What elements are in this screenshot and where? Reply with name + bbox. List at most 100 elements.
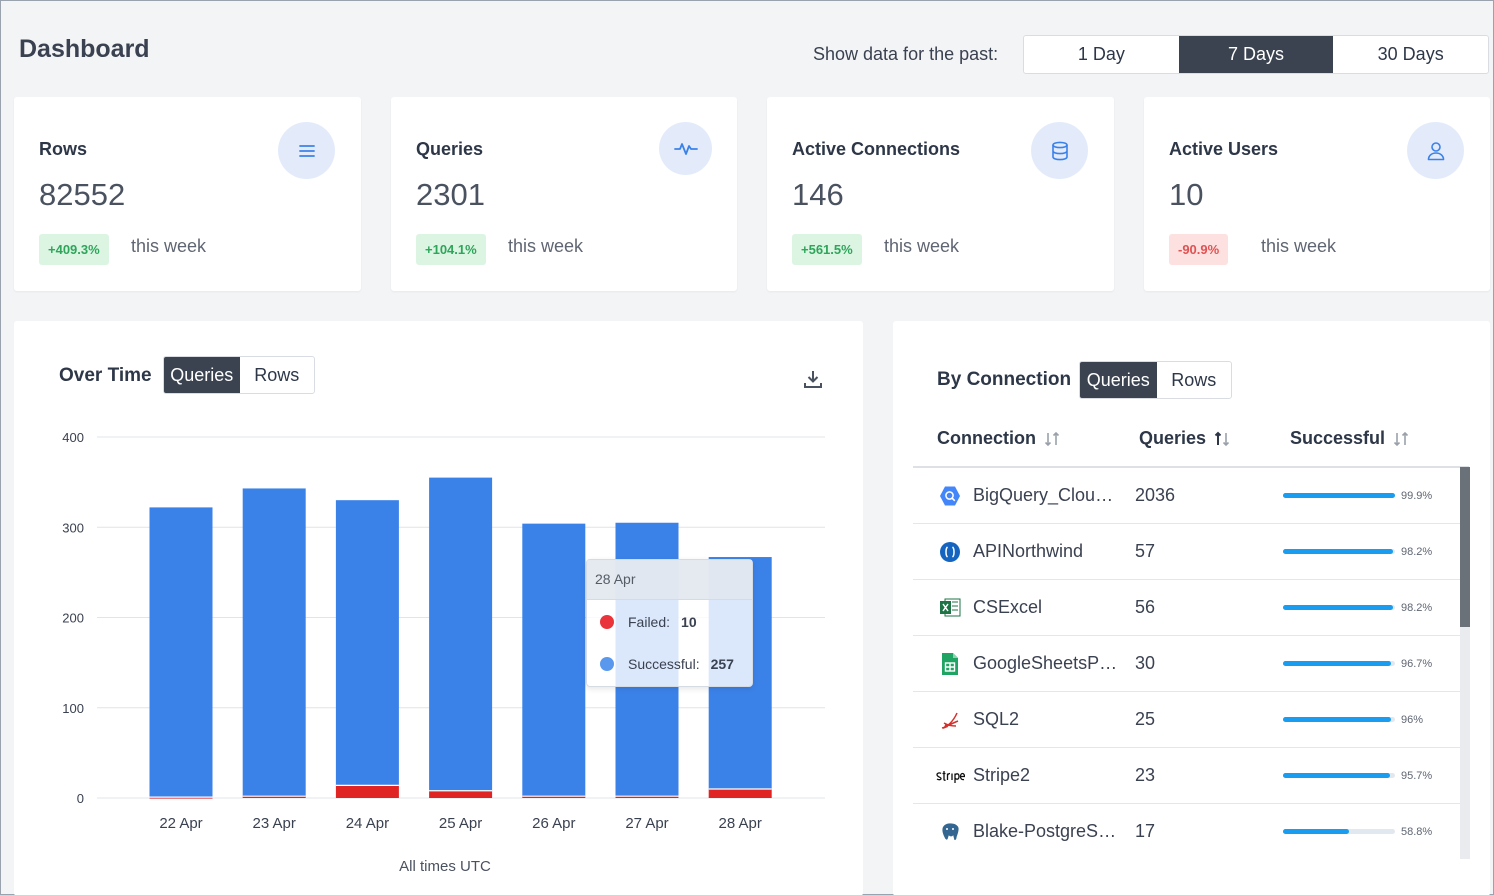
page-title: Dashboard — [19, 35, 150, 63]
stat-label: Active Users — [1169, 139, 1279, 159]
bar-failed — [429, 790, 493, 798]
bar-successful — [149, 507, 213, 798]
stat-period: this week — [884, 236, 960, 256]
stat-card-active-users: Active Users 10 -90.9% this week — [1144, 97, 1490, 291]
x-tick-label: 26 Apr — [532, 815, 575, 832]
connection-name: SQL2 — [973, 709, 1020, 729]
sql-server-icon — [939, 709, 961, 731]
table-row[interactable]: CSExcel 56 98.2% — [913, 580, 1469, 636]
connection-table: BigQuery_Cloud_... 2036 99.9% APINorthwi… — [913, 466, 1469, 858]
success-bar-fill — [1283, 549, 1393, 554]
stripe-icon — [935, 765, 965, 787]
sort-icon — [1393, 431, 1409, 446]
success-percent: 98.2% — [1401, 601, 1433, 614]
connection-name: CSExcel — [973, 597, 1043, 617]
stat-value: 146 — [792, 177, 844, 212]
column-header-label: Successful — [1290, 428, 1386, 448]
y-tick-label: 400 — [62, 430, 84, 445]
x-tick-label: 27 Apr — [625, 815, 668, 832]
bigquery-icon — [939, 485, 961, 507]
success-bar-fill — [1283, 493, 1395, 498]
by-connection-rows-tab[interactable]: Rows — [1171, 369, 1217, 390]
connection-name: APINorthwind — [973, 541, 1084, 561]
x-tick-label: 28 Apr — [719, 815, 762, 832]
stat-label: Rows — [39, 139, 88, 159]
success-bar-fill — [1283, 829, 1349, 834]
stat-value: 2301 — [416, 177, 485, 212]
over-time-toggle: Queries Rows — [163, 356, 315, 394]
success-percent: 98.2% — [1401, 545, 1433, 558]
tooltip-successful-label: Successful: — [628, 656, 700, 672]
connection-queries: 2036 — [1135, 485, 1176, 505]
by-connection-queries-tab[interactable]: Queries — [1080, 362, 1157, 398]
postgresql-icon — [939, 821, 961, 843]
table-row[interactable]: APINorthwind 57 98.2% — [913, 524, 1469, 580]
stat-change-badge: -90.9% — [1169, 234, 1229, 265]
y-tick-label: 100 — [62, 701, 84, 716]
stat-label: Active Connections — [792, 139, 961, 159]
bar-successful — [522, 523, 586, 797]
column-header-connection[interactable]: Connection — [937, 428, 1061, 449]
bar-failed — [522, 796, 586, 798]
y-tick-label: 300 — [62, 520, 84, 535]
stat-period: this week — [508, 236, 584, 256]
range-label: Show data for the past: — [813, 44, 999, 64]
chart-tooltip: 28 Apr Failed: 10 Successful: 257 — [586, 559, 753, 687]
connection-name: GoogleSheetsPa... — [973, 653, 1121, 673]
stat-card-active-connections: Active Connections 146 +561.5% this week — [767, 97, 1114, 291]
table-row[interactable]: Stripe2 23 95.7% — [913, 748, 1469, 804]
bar-successful — [429, 477, 493, 791]
success-bar-fill — [1283, 717, 1391, 722]
range-30-days-button[interactable]: 30 Days — [1377, 44, 1444, 64]
tooltip-date: 28 Apr — [587, 560, 752, 600]
table-row[interactable]: SQL2 25 96% — [913, 692, 1469, 748]
list-icon — [278, 122, 335, 179]
by-connection-toggle: Queries Rows — [1079, 361, 1232, 399]
bar-successful — [335, 500, 399, 786]
connection-queries: 17 — [1135, 821, 1156, 841]
over-time-queries-tab[interactable]: Queries — [164, 357, 240, 393]
connection-name: Blake-PostgreSQ... — [973, 821, 1121, 841]
tooltip-successful-row: Successful: 257 — [600, 656, 734, 672]
range-1-day-button[interactable]: 1 Day — [1077, 44, 1125, 64]
success-bar — [1283, 717, 1395, 722]
success-bar — [1283, 493, 1395, 498]
bar-failed — [615, 796, 679, 798]
table-row[interactable]: BigQuery_Cloud_... 2036 99.9% — [913, 468, 1469, 524]
success-percent: 96% — [1401, 713, 1424, 726]
bar-failed — [708, 788, 772, 798]
stat-value: 10 — [1169, 177, 1204, 212]
column-header-queries[interactable]: Queries — [1139, 428, 1231, 449]
range-selector: 1 Day 7 Days 30 Days — [1023, 35, 1489, 74]
column-header-successful[interactable]: Successful — [1290, 428, 1410, 449]
connection-queries: 56 — [1135, 597, 1156, 617]
sort-ascending-icon — [1214, 431, 1230, 446]
connection-name: Stripe2 — [973, 765, 1031, 785]
table-scrollbar[interactable] — [1460, 467, 1470, 859]
table-row[interactable]: Blake-PostgreSQ... 17 58.8% — [913, 804, 1469, 858]
range-7-days-button[interactable]: 7 Days — [1178, 36, 1334, 73]
column-header-label: Queries — [1139, 428, 1207, 448]
connection-name: BigQuery_Cloud_... — [973, 485, 1121, 505]
success-bar — [1283, 829, 1395, 834]
table-row[interactable]: GoogleSheetsPa... 30 96.7% — [913, 636, 1469, 692]
success-percent: 58.8% — [1401, 825, 1433, 838]
stat-value: 82552 — [39, 177, 126, 212]
x-tick-label: 25 Apr — [439, 815, 482, 832]
y-tick-label: 0 — [77, 791, 84, 806]
connection-queries: 25 — [1135, 709, 1156, 729]
success-bar-fill — [1283, 661, 1392, 666]
failed-dot-icon — [600, 615, 614, 629]
bar-successful — [242, 488, 306, 797]
bar-failed — [335, 785, 399, 798]
over-time-rows-tab[interactable]: Rows — [254, 364, 300, 385]
scrollbar-thumb[interactable] — [1460, 467, 1470, 627]
column-header-label: Connection — [937, 428, 1036, 448]
x-tick-label: 24 Apr — [346, 815, 389, 832]
user-icon — [1407, 122, 1464, 179]
download-icon[interactable] — [803, 369, 823, 394]
pulse-icon — [659, 122, 712, 175]
success-bar — [1283, 661, 1395, 666]
tooltip-failed-value: 10 — [681, 614, 697, 630]
stat-change-badge: +409.3% — [39, 234, 109, 265]
